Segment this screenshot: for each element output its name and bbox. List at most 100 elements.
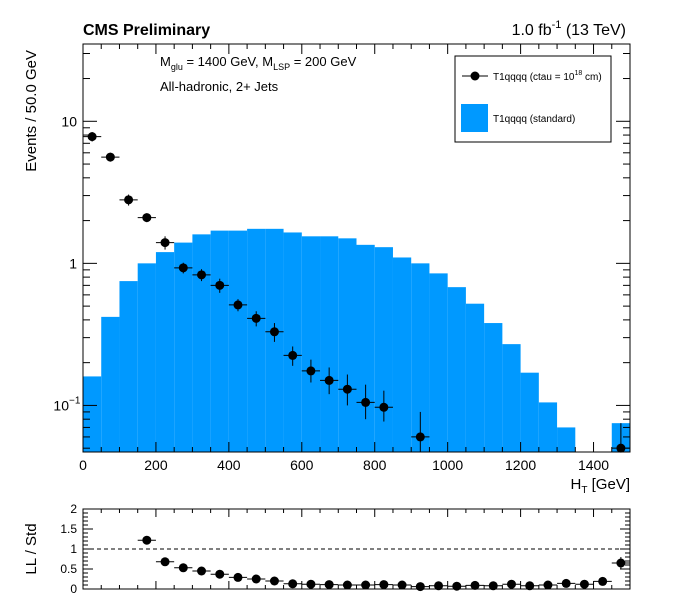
ratio-point (434, 581, 444, 591)
ratio-y-axis-title: LL / Std (23, 523, 40, 574)
ratio-point (452, 581, 462, 591)
y-tick-label: 10 (61, 113, 77, 129)
ratio-points (137, 535, 630, 592)
data-point (616, 443, 626, 453)
main-y-axis-title: Events / 50.0 GeV (23, 50, 40, 172)
histogram-bar (137, 263, 156, 452)
ratio-point (233, 572, 243, 582)
legend-marker-point (470, 71, 480, 81)
ratio-point (561, 578, 571, 588)
data-point (215, 280, 225, 290)
ratio-y-tick-label: 0.5 (60, 562, 77, 576)
ratio-point (525, 581, 535, 591)
x-tick-label: 800 (363, 457, 387, 473)
histogram-bar (374, 247, 393, 452)
histogram-bar (520, 372, 539, 452)
data-point (233, 300, 243, 310)
ratio-y-tick-label: 1 (70, 542, 77, 556)
ratio-point (488, 581, 498, 591)
histogram-bar (83, 376, 102, 452)
ratio-panel: 0 0.5 1 1.5 2 (60, 502, 631, 596)
y-tick-label-exponent: −1 (69, 395, 81, 406)
histogram-bar (155, 252, 175, 452)
data-point (197, 270, 207, 280)
ratio-y-tick-label: 1.5 (60, 522, 77, 536)
ratio-y-tick-label: 2 (70, 502, 77, 516)
legend-entry-standard: T1qqqq (standard) (493, 114, 575, 125)
data-point (379, 402, 389, 412)
ratio-point (415, 582, 425, 592)
histogram-bar (502, 344, 521, 452)
experiment-label: CMS Preliminary (83, 22, 210, 39)
histogram-bar (484, 323, 503, 452)
ratio-y-tick-label: 0 (70, 582, 77, 596)
ratio-point (197, 566, 207, 576)
legend-entry-ctau: T1qqqq (ctau = 1018 cm) (493, 70, 602, 83)
histogram-bar (228, 230, 248, 452)
ratio-point (598, 576, 608, 586)
x-tick-label: 200 (144, 457, 168, 473)
data-point (142, 213, 152, 223)
histogram-bar (320, 236, 339, 452)
x-tick-label: 1000 (432, 457, 463, 473)
ratio-point (379, 580, 389, 590)
data-point (361, 397, 371, 407)
histogram-bar (356, 244, 375, 452)
ratio-point (616, 558, 626, 568)
ratio-point (251, 574, 261, 584)
x-tick-label: 1400 (578, 457, 609, 473)
ratio-point (288, 579, 298, 589)
data-point (124, 195, 134, 205)
ratio-point (342, 580, 352, 590)
histogram-bar (301, 236, 321, 452)
ratio-point (470, 580, 480, 590)
ratio-point (160, 557, 170, 567)
y-tick-label: 1 (69, 255, 77, 271)
lumi-exponent: -1 (552, 19, 562, 31)
ratio-y-ticks: 0 0.5 1 1.5 2 (60, 502, 630, 596)
ratio-point (269, 576, 279, 586)
x-tick-label: 1200 (505, 457, 536, 473)
standard-histogram (83, 228, 630, 452)
data-point (415, 432, 425, 442)
data-point (342, 384, 352, 394)
x-axis-title: HT [GeV] (571, 476, 630, 496)
data-point (288, 350, 298, 360)
lumi-value: 1.0 fb (512, 22, 552, 39)
histogram-bar (411, 263, 430, 452)
histogram-bar (283, 232, 302, 452)
histogram-bar (174, 242, 193, 452)
histogram-bar (392, 257, 412, 452)
main-x-ticks: 0 200 400 600 800 1000 1200 1400 (79, 44, 631, 473)
histogram-bar (557, 427, 576, 452)
ratio-point (579, 579, 589, 589)
data-point (105, 152, 115, 162)
histogram-bar (447, 287, 466, 452)
data-point (178, 263, 188, 273)
histogram-bar (338, 238, 357, 452)
ratio-point (397, 580, 407, 590)
x-tick-label: 600 (290, 457, 314, 473)
ratio-point (142, 535, 152, 545)
selection-annotation: All-hadronic, 2+ Jets (160, 79, 279, 94)
y-tick-label: 10 (53, 397, 69, 413)
x-tick-label: 400 (217, 457, 241, 473)
ratio-point (215, 569, 225, 579)
ratio-point (324, 580, 334, 590)
data-point (251, 313, 261, 323)
histogram-bar (101, 316, 120, 452)
data-point (160, 238, 170, 248)
ctau-points (83, 132, 630, 453)
ratio-point (178, 563, 188, 573)
lumi-energy: (13 TeV) (561, 22, 626, 39)
histogram-bar (192, 234, 211, 452)
data-point (306, 366, 316, 376)
ratio-point (306, 579, 316, 589)
data-point (324, 375, 334, 385)
ratio-point (506, 579, 516, 589)
legend: T1qqqq (ctau = 1018 cm) T1qqqq (standard… (454, 55, 612, 143)
x-tick-label: 0 (79, 457, 87, 473)
histogram-bar (210, 230, 229, 452)
